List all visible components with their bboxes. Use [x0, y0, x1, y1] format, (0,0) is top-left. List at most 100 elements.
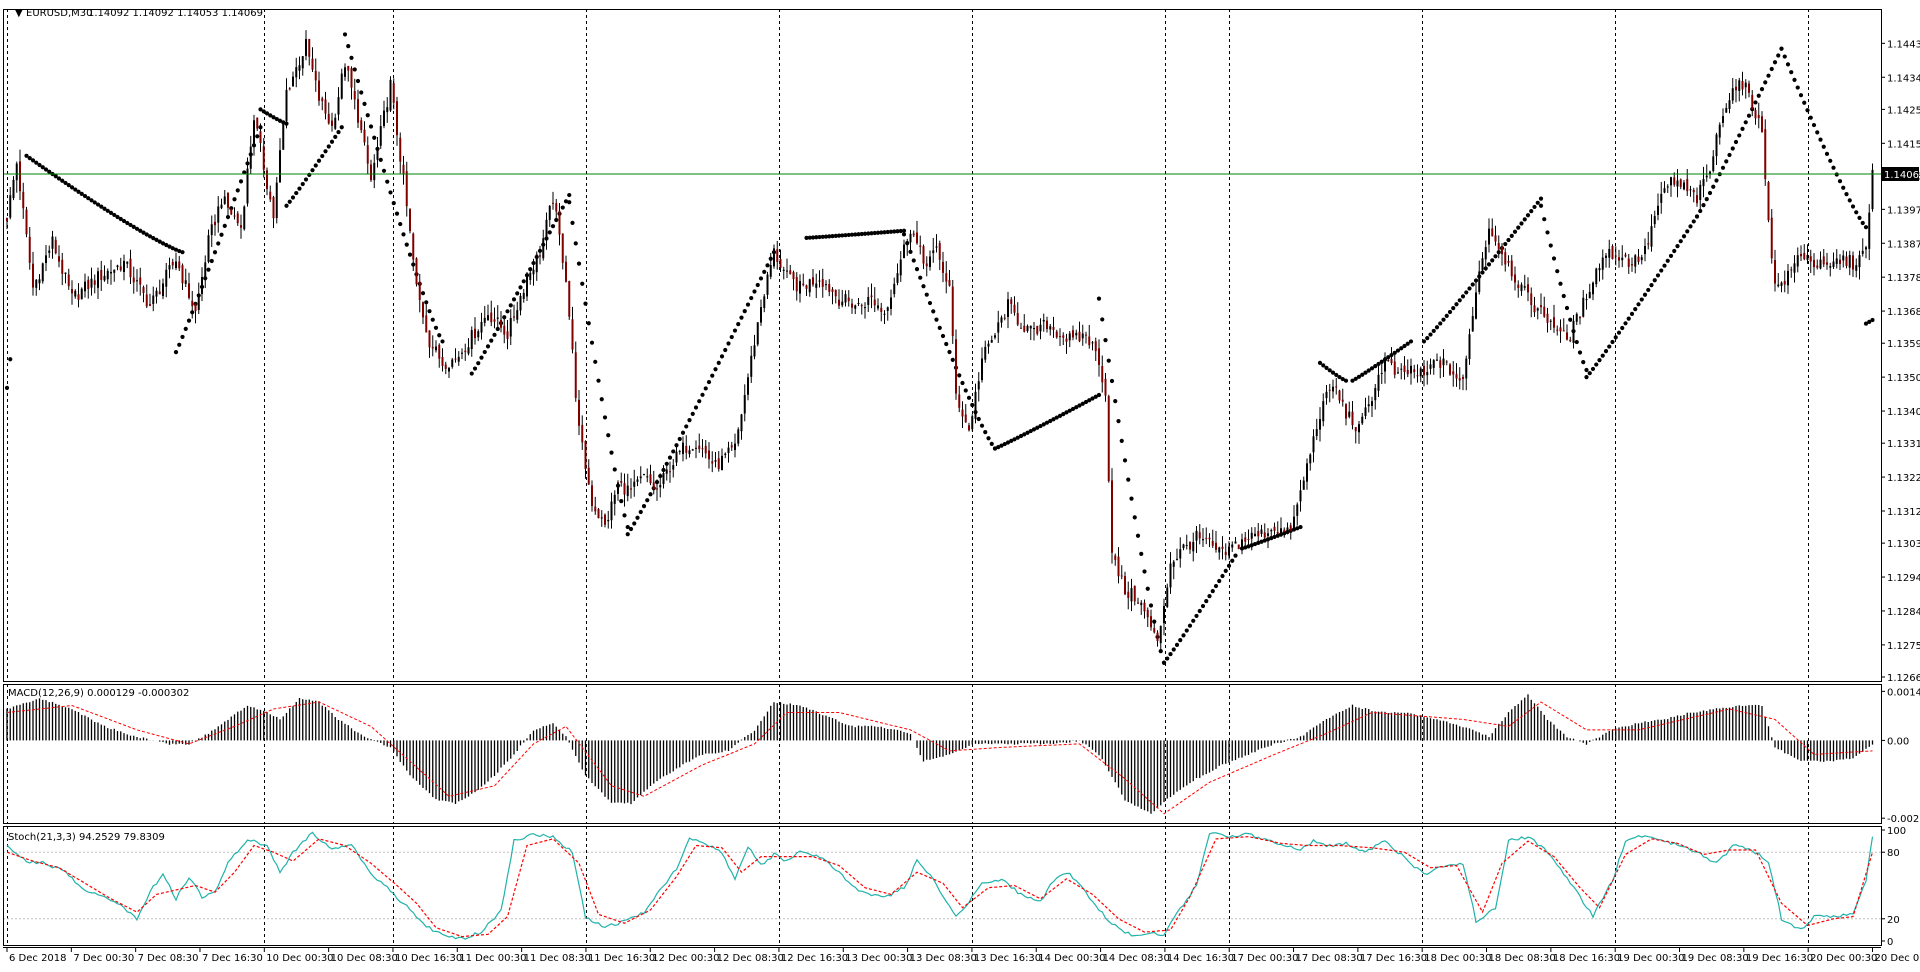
candle-body [481, 322, 483, 333]
psar-dot [749, 296, 753, 300]
candle-body [416, 258, 418, 284]
candle-body [412, 234, 414, 260]
candle-body [1378, 375, 1380, 391]
candle-body [357, 99, 359, 123]
macd-title: MACD(12,26,9) 0.000129 -0.000302 [8, 688, 189, 699]
candle-body [107, 271, 109, 279]
candle-body [341, 74, 343, 99]
candle-body [1560, 327, 1562, 331]
psar-dot [1692, 219, 1696, 223]
candle-body [932, 250, 934, 253]
candle-body [890, 298, 892, 309]
psar-dot [1519, 221, 1523, 225]
candle-body [624, 483, 626, 494]
candle-body [1664, 188, 1666, 192]
candle-body [1147, 610, 1149, 617]
candle-body [484, 318, 486, 323]
candle-body [575, 352, 577, 398]
candle-body [1420, 368, 1422, 376]
psar-dot [593, 360, 597, 364]
psar-dot [707, 380, 711, 384]
psar-dot [366, 113, 370, 117]
candle-body [406, 171, 408, 206]
price-tick-label: 1.13405 [1887, 407, 1920, 418]
candle-body [1621, 258, 1623, 260]
candle-body [1495, 235, 1497, 241]
psar-dot [177, 343, 181, 347]
candle-body [1680, 180, 1682, 187]
candle-body [867, 297, 869, 305]
psar-dot [710, 374, 714, 378]
time-label: 6 Dec 2018 [9, 953, 67, 964]
candle-body [1491, 228, 1493, 236]
psar-dot [379, 158, 383, 162]
psar-dot [369, 124, 373, 128]
psar-dot [743, 309, 747, 313]
candle-body [396, 101, 398, 135]
candle-body [435, 347, 437, 351]
candle-body [22, 192, 24, 208]
candle-body [399, 138, 401, 162]
candle-body [737, 429, 739, 443]
psar-dot [1597, 358, 1601, 362]
psar-dot [970, 403, 974, 407]
price-tick-label: 1.14250 [1887, 105, 1920, 116]
candle-body [1231, 544, 1233, 547]
psar-dot [938, 326, 942, 330]
candle-body [1300, 490, 1302, 501]
candle-body [282, 121, 284, 150]
candle-body [1043, 320, 1045, 322]
candle-body [1202, 539, 1204, 540]
candle-body [490, 313, 492, 323]
psar-dot [1825, 152, 1829, 156]
psar-dot [304, 177, 308, 181]
candle-body [1829, 266, 1831, 267]
price-tick-label: 1.13970 [1887, 205, 1920, 216]
candle-body [253, 120, 255, 145]
candle-body [1488, 229, 1490, 245]
psar-dot [1818, 138, 1822, 142]
candle-body [214, 222, 216, 225]
candle-body [1569, 340, 1571, 341]
candle-body [1647, 243, 1649, 244]
psar-dot [509, 303, 513, 307]
candle-body [536, 254, 538, 272]
psar-dot [733, 328, 737, 332]
candle-body [565, 262, 567, 282]
time-label: 19 Dec 00:30 [1617, 953, 1684, 964]
psar-dot [421, 291, 425, 295]
candle-body [750, 356, 752, 377]
price-tick-label: 1.12940 [1887, 573, 1920, 584]
candle-body [126, 262, 128, 264]
candle-body [1121, 575, 1123, 576]
candle-body [1654, 216, 1656, 224]
psar-dot [1672, 249, 1676, 253]
time-label: 11 Dec 08:30 [524, 953, 591, 964]
candle-body [1413, 369, 1415, 372]
candle-body [279, 150, 281, 182]
psar-dot [1454, 302, 1458, 306]
time-label: 12 Dec 00:30 [652, 953, 719, 964]
candle-body [1485, 247, 1487, 259]
candle-body [1527, 284, 1529, 292]
psar-dot [1744, 120, 1748, 124]
candle-body [1729, 100, 1731, 109]
candle-body [1787, 271, 1789, 285]
candle-body [1803, 253, 1805, 259]
psar-dot [1701, 203, 1705, 207]
candle-body [1534, 305, 1536, 312]
stoch-tick-label: 0 [1887, 937, 1893, 948]
psar-dot [619, 499, 623, 503]
candle-body [97, 271, 99, 288]
psar-dot [288, 200, 292, 204]
psar-dot [1526, 213, 1530, 217]
candle-body [1764, 129, 1766, 179]
candle-body [1599, 268, 1601, 270]
candle-body [984, 347, 986, 360]
candle-body [295, 67, 297, 77]
psar-dot [336, 130, 340, 134]
psar-dot [691, 412, 695, 416]
candle-body [705, 446, 707, 453]
candle-body [1027, 326, 1029, 331]
